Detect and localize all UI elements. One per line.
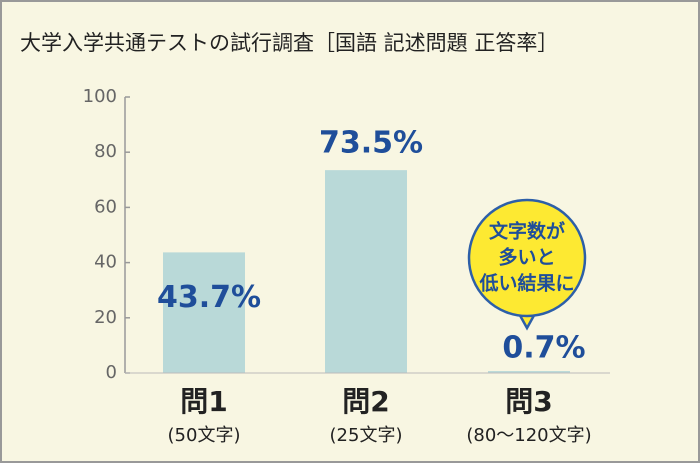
y-tick-label: 60: [94, 196, 117, 217]
bar: [325, 170, 407, 373]
bar: [163, 252, 245, 373]
y-tick-label: 100: [83, 86, 117, 107]
y-tick-label: 0: [106, 362, 117, 383]
y-tick-label: 20: [94, 307, 117, 328]
x-tick-sublabel: (80〜120文字): [466, 425, 591, 446]
value-label: 43.7%: [157, 280, 261, 315]
annotation-line: 低い結果に: [478, 272, 574, 295]
x-tick-sublabel: (50文字): [168, 425, 241, 446]
annotation-line: 文字数が: [489, 220, 565, 243]
value-label: 73.5%: [319, 126, 423, 161]
bar: [488, 371, 570, 373]
value-label: 0.7%: [502, 331, 585, 366]
annotation-line: 多いと: [498, 246, 555, 269]
y-tick-label: 80: [94, 141, 117, 162]
x-tick-label: 問1: [180, 385, 227, 418]
x-tick-label: 問2: [342, 385, 389, 418]
x-tick-sublabel: (25文字): [330, 425, 403, 446]
callout-join: [519, 308, 535, 314]
chart-title: 大学入学共通テストの試行調査［国語 記述問題 正答率］: [20, 31, 558, 55]
callout: [467, 198, 587, 318]
y-tick-label: 40: [94, 252, 117, 273]
x-tick-label: 問3: [505, 385, 552, 418]
